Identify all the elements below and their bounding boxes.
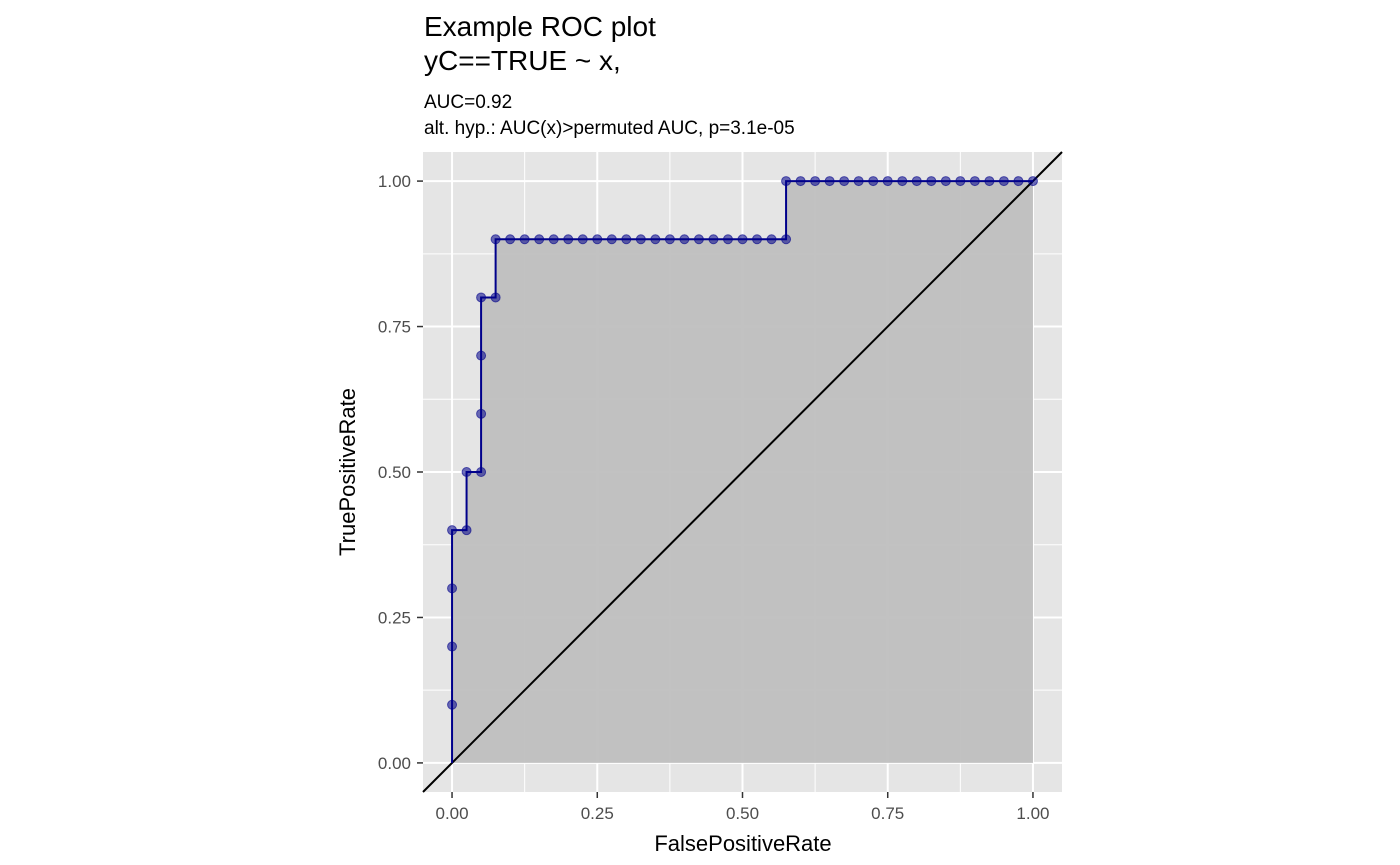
roc-point xyxy=(577,234,588,245)
roc-point xyxy=(476,350,487,361)
roc-point xyxy=(650,234,661,245)
roc-point xyxy=(476,408,487,419)
x-axis-ticks: 0.00 0.25 0.50 0.75 1.00 xyxy=(435,792,1050,823)
chart-subtitle-line-2: alt. hyp.: AUC(x)>permuted AUC, p=3.1e-0… xyxy=(424,118,795,139)
roc-point xyxy=(969,176,980,187)
roc-point xyxy=(795,176,806,187)
roc-point xyxy=(519,234,530,245)
chart-title-line-2: yC==TRUE ~ x, xyxy=(424,45,621,76)
roc-point xyxy=(752,234,763,245)
roc-point xyxy=(708,234,719,245)
roc-point xyxy=(882,176,893,187)
y-tick-label: 0.00 xyxy=(378,754,411,773)
roc-point xyxy=(1027,176,1038,187)
roc-point xyxy=(722,234,733,245)
x-tick-label: 0.00 xyxy=(435,804,468,823)
roc-point xyxy=(664,234,675,245)
roc-point xyxy=(548,234,559,245)
roc-point xyxy=(461,525,472,536)
x-tick-label: 0.25 xyxy=(581,804,614,823)
y-tick-label: 0.75 xyxy=(378,318,411,337)
roc-point xyxy=(490,234,501,245)
roc-point xyxy=(563,234,574,245)
roc-point xyxy=(592,234,603,245)
roc-point xyxy=(737,234,748,245)
roc-point xyxy=(839,176,850,187)
roc-points xyxy=(447,176,1038,710)
x-tick-label: 0.75 xyxy=(871,804,904,823)
chart-title-line-1: Example ROC plot xyxy=(424,11,656,42)
roc-point xyxy=(1013,176,1024,187)
y-axis-ticks: 0.00 0.25 0.50 0.75 1.00 xyxy=(378,172,423,773)
roc-point xyxy=(490,292,501,303)
roc-point xyxy=(447,641,458,652)
roc-point xyxy=(926,176,937,187)
roc-point xyxy=(998,176,1009,187)
roc-point xyxy=(693,234,704,245)
roc-point xyxy=(781,234,792,245)
roc-point xyxy=(679,234,690,245)
roc-point xyxy=(824,176,835,187)
y-tick-label: 1.00 xyxy=(378,172,411,191)
roc-point xyxy=(447,583,458,594)
y-tick-label: 0.25 xyxy=(378,608,411,627)
roc-point xyxy=(505,234,516,245)
y-tick-label: 0.50 xyxy=(378,463,411,482)
roc-point xyxy=(476,292,487,303)
roc-point xyxy=(534,234,545,245)
roc-point xyxy=(621,234,632,245)
roc-point xyxy=(868,176,879,187)
x-axis-title: FalsePositiveRate xyxy=(654,831,831,856)
x-tick-label: 1.00 xyxy=(1016,804,1049,823)
roc-point xyxy=(476,467,487,477)
roc-point xyxy=(606,234,617,245)
roc-point xyxy=(897,176,908,187)
roc-point xyxy=(447,699,458,710)
y-axis-title: TruePositiveRate xyxy=(335,388,360,556)
chart-subtitle-line-1: AUC=0.92 xyxy=(424,92,512,113)
roc-point xyxy=(635,234,646,245)
roc-point xyxy=(447,525,458,536)
roc-point xyxy=(766,234,777,245)
roc-point xyxy=(810,176,821,187)
x-tick-label: 0.50 xyxy=(726,804,759,823)
roc-point xyxy=(853,176,864,187)
roc-point xyxy=(461,467,472,477)
roc-point xyxy=(955,176,966,187)
roc-point xyxy=(781,176,792,187)
roc-point xyxy=(911,176,922,187)
roc-point xyxy=(940,176,951,187)
roc-point xyxy=(984,176,995,187)
chance-diagonal-line xyxy=(422,151,1063,793)
